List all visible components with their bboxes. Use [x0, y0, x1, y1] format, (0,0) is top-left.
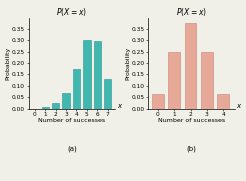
Text: (b): (b) [186, 146, 196, 152]
Text: x: x [117, 104, 121, 110]
Bar [185, 23, 196, 109]
Bar [169, 52, 180, 109]
Bar [42, 108, 49, 109]
Bar [52, 103, 59, 109]
Bar [83, 40, 91, 109]
Bar [94, 41, 101, 109]
Bar [152, 94, 164, 109]
Bar [73, 69, 80, 109]
Bar [201, 52, 213, 109]
X-axis label: Number of successes: Number of successes [158, 118, 225, 123]
Text: x: x [236, 104, 240, 110]
Bar [62, 93, 70, 109]
Y-axis label: Probability: Probability [125, 46, 130, 80]
Bar [217, 94, 229, 109]
Y-axis label: Probability: Probability [6, 46, 11, 80]
X-axis label: Number of successes: Number of successes [38, 118, 105, 123]
Title: $P(X = x)$: $P(X = x)$ [176, 6, 207, 18]
Bar [104, 79, 111, 109]
Title: $P(X = x)$: $P(X = x)$ [56, 6, 87, 18]
Text: (a): (a) [67, 146, 77, 152]
